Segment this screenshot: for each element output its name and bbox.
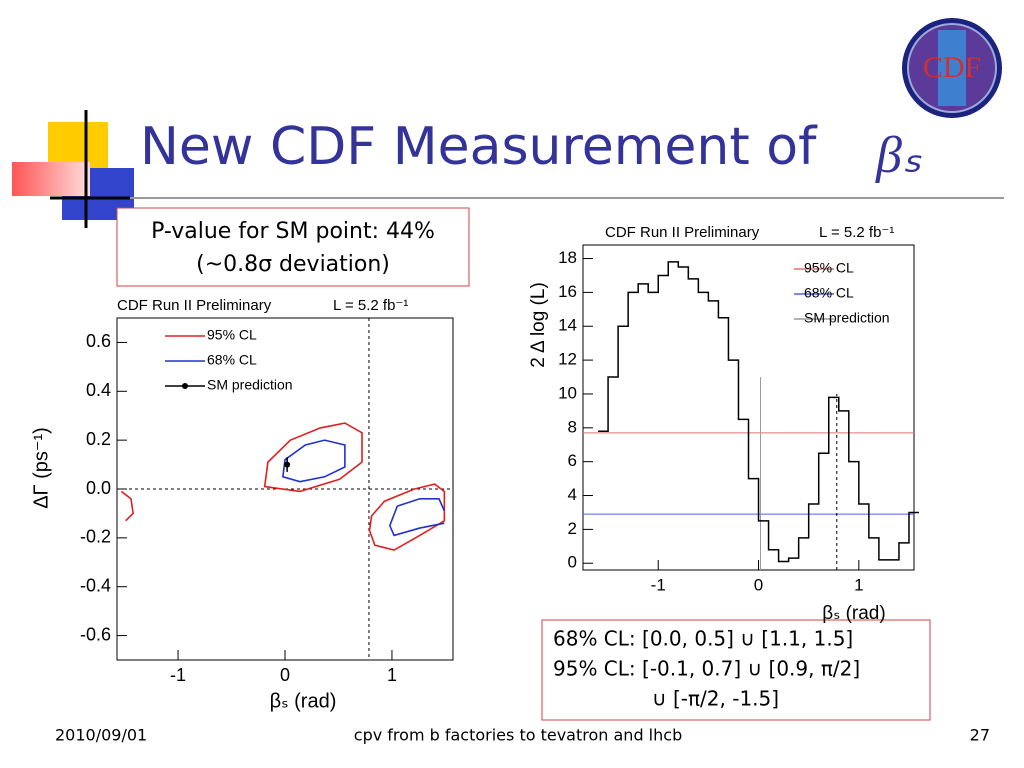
box-text: 95% CL: [-0.1, 0.7] ∪ [0.9, π/2] [553,657,860,681]
y-tick-label: 10 [558,383,577,402]
sm-point [284,461,291,468]
y-axis-label: ΔΓ (ps⁻¹) [30,427,52,509]
legend-label: 68% CL [804,285,854,301]
box-text: P-value for SM point: 44% [151,219,435,244]
box-text: ∪ [-π/2, -1.5] [652,687,779,711]
y-tick-label: 18 [558,248,577,267]
y-tick-label: 14 [558,316,577,335]
y-tick-label: 12 [558,350,577,369]
x-axis-label: βₛ (rad) [822,603,885,624]
y-tick-label: 0.0 [86,478,111,498]
y-axis-label: 2 Δ log (L) [528,282,549,368]
y-tick-label: 0 [568,553,577,572]
plot-frame [582,244,915,571]
contour [263,422,363,493]
title: New CDF Measurement of [140,117,818,177]
contour [368,483,446,551]
legend-label: 68% CL [207,352,257,368]
title-symbol: βₛ [875,127,922,184]
logo [938,30,966,106]
box-text: (~0.8σ deviation) [196,252,390,277]
contour [281,439,346,483]
luminosity: L = 5.2 fb⁻¹ [333,297,408,314]
y-tick-label: 2 [568,519,577,538]
y-tick-label: 0.6 [86,331,111,351]
likelihood-curve [598,261,920,563]
chart-header: CDF Run II Preliminary [605,224,760,241]
y-tick-label: 8 [568,417,577,436]
contour [120,490,134,522]
interval-box [541,619,931,721]
y-tick-label: 0.2 [86,429,111,449]
deco [12,162,90,196]
y-tick-label: 6 [568,451,577,470]
legend-label: SM prediction [207,377,293,393]
y-tick-label: 16 [558,282,577,301]
luminosity: L = 5.2 fb⁻¹ [819,224,894,241]
y-tick-label: 0.4 [86,380,111,400]
x-tick-label: 1 [387,665,397,685]
y-tick-label: -0.6 [80,624,111,644]
legend-label: SM prediction [804,310,890,326]
pvalue-box [116,207,470,287]
legend-swatch [182,383,188,389]
y-tick-label: -0.4 [80,575,111,595]
y-tick-label: -0.2 [80,527,111,547]
x-tick-label: 1 [854,575,863,594]
contour [388,497,446,537]
legend-label: 95% CL [804,260,854,276]
y-tick-label: 4 [568,485,577,504]
x-tick-label: -1 [170,665,186,685]
x-tick-label: -1 [651,575,666,594]
logo-text: CDF [923,51,981,84]
x-axis-label: βₛ (rad) [270,690,337,712]
x-tick-label: 0 [754,575,763,594]
chart-header: CDF Run II Preliminary [117,297,272,314]
footer-page: 27 [970,726,990,745]
footer-center: cpv from b factories to tevatron and lhc… [354,726,682,745]
footer-date: 2010/09/01 [55,726,147,745]
legend-label: 95% CL [207,327,257,343]
x-tick-label: 0 [280,665,290,685]
box-text: 68% CL: [0.0, 0.5] ∪ [1.1, 1.5] [553,627,853,651]
